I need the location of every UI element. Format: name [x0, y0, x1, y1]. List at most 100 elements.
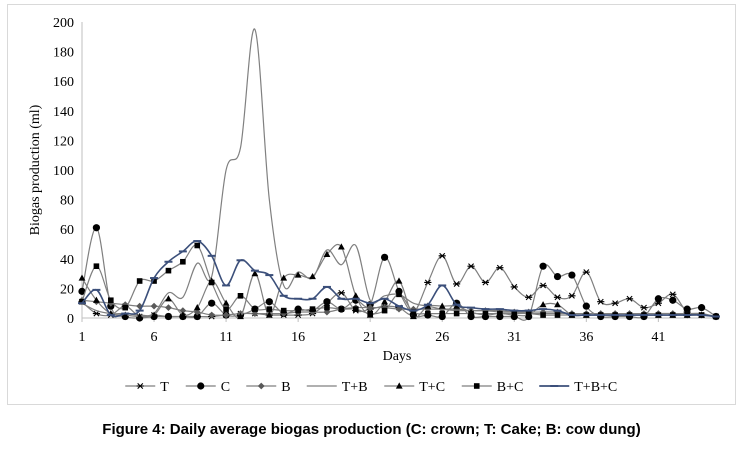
data-point-b-plus-c	[223, 306, 229, 312]
data-point-t	[539, 282, 547, 289]
data-point-t-plus-c	[280, 274, 288, 281]
data-point-c	[78, 287, 86, 295]
data-point-b-plus-c	[208, 279, 215, 286]
data-point-t	[525, 294, 533, 301]
legend-marker	[136, 383, 144, 389]
series-group	[78, 28, 720, 322]
y-tick-label: 20	[60, 282, 74, 297]
data-point-t	[92, 310, 101, 317]
legend-label: T+C	[419, 380, 445, 395]
legend-label: T+B+C	[574, 380, 617, 395]
data-point-t	[453, 280, 461, 287]
data-point-t	[467, 263, 475, 270]
data-point-b-plus-c	[108, 297, 114, 304]
data-point-b	[222, 311, 230, 319]
x-tick-label: 1	[79, 330, 86, 345]
y-tick-label: 140	[53, 105, 74, 120]
data-point-t-plus-c	[179, 311, 187, 318]
data-point-c	[669, 296, 677, 304]
data-point-t-plus-c	[265, 311, 273, 318]
y-tick-label: 180	[53, 46, 74, 61]
data-point-t-plus-c	[352, 292, 360, 299]
data-point-c	[265, 298, 273, 306]
data-point-b-plus-c	[396, 291, 402, 298]
data-point-b-plus-c	[338, 306, 345, 312]
data-point-b-plus-c	[497, 310, 503, 317]
x-tick-labels: 1 6 11 16 21 26 31 36 41	[79, 318, 665, 345]
data-point-b-plus-c	[554, 312, 561, 318]
x-tick-label: 11	[219, 330, 232, 345]
data-point-t-plus-c	[93, 296, 100, 303]
data-point-c	[193, 312, 201, 321]
data-point-t-plus-c	[337, 243, 345, 250]
data-point-t	[611, 300, 619, 307]
data-point-t	[597, 298, 605, 305]
data-point-t-plus-c	[150, 311, 158, 318]
data-point-t-plus-c	[237, 312, 244, 320]
data-point-t-plus-c	[193, 304, 201, 311]
x-tick-label: 21	[363, 330, 377, 345]
data-point-t-plus-c	[410, 312, 417, 320]
x-tick-label: 41	[651, 330, 665, 345]
x-tick-label: 36	[579, 330, 593, 345]
legend-item-c: C	[185, 380, 230, 395]
data-point-t-plus-c	[323, 250, 331, 257]
legend-item-t-plus-c: T+C	[384, 380, 445, 395]
legend-item-b-plus-c: B+C	[461, 380, 523, 395]
data-point-t	[481, 279, 490, 286]
legend-marker	[257, 382, 265, 390]
data-point-c	[568, 271, 576, 279]
data-point-c	[164, 312, 173, 321]
data-point-c	[582, 302, 590, 310]
data-point-t	[625, 295, 634, 302]
data-point-t	[424, 279, 432, 286]
data-point-b	[424, 305, 432, 313]
data-point-b-plus-c	[122, 304, 129, 311]
x-tick-label: 26	[435, 330, 449, 345]
legend-marker	[395, 382, 403, 389]
data-point-t-plus-c	[438, 302, 446, 309]
data-point-b-plus-c	[453, 310, 460, 317]
axes	[81, 22, 716, 319]
data-point-b-plus-c	[309, 306, 316, 312]
series-t-plus-b	[81, 28, 717, 318]
chart-frame	[7, 4, 736, 405]
data-point-b-plus-c	[79, 298, 85, 305]
y-tick-labels: 0 20 40 60 80 100 120 140 160 180 200	[53, 16, 74, 327]
x-axis-label: Days	[383, 349, 412, 364]
data-point-t	[337, 289, 345, 296]
data-point-t-plus-c	[554, 301, 561, 308]
data-point-t-plus-c	[395, 277, 403, 284]
y-tick-label: 200	[53, 16, 74, 31]
data-point-c	[323, 298, 331, 306]
data-point-t	[510, 283, 518, 290]
data-point-t-plus-c	[294, 271, 302, 278]
y-tick-label: 40	[60, 253, 74, 268]
figure-caption: Figure 4: Daily average biogas productio…	[102, 421, 641, 438]
data-point-b-plus-c	[352, 306, 359, 312]
data-point-t-plus-c	[136, 312, 144, 320]
data-point-b-plus-c	[194, 242, 201, 249]
data-point-t	[640, 304, 648, 311]
data-point-c	[208, 299, 216, 307]
data-point-c	[654, 295, 662, 303]
x-tick-label: 6	[151, 330, 158, 345]
data-point-b	[107, 299, 115, 307]
data-point-t-plus-c	[309, 272, 316, 280]
data-point-t	[438, 252, 446, 259]
data-point-t	[582, 269, 590, 276]
data-point-b	[208, 311, 216, 319]
y-tick-label: 80	[60, 194, 74, 209]
legend-label: T	[160, 380, 169, 395]
data-point-b-plus-c	[295, 307, 301, 314]
data-point-t	[669, 291, 677, 298]
data-point-t	[553, 294, 562, 301]
y-tick-label: 60	[60, 223, 74, 238]
data-point-b-plus-c	[93, 263, 100, 269]
y-tick-label: 160	[53, 75, 74, 90]
legend-item-t: T	[125, 380, 169, 395]
legend-item-t-plus-b: T+B	[306, 380, 368, 395]
data-point-t	[568, 292, 576, 299]
y-tick-label: 0	[67, 312, 74, 327]
